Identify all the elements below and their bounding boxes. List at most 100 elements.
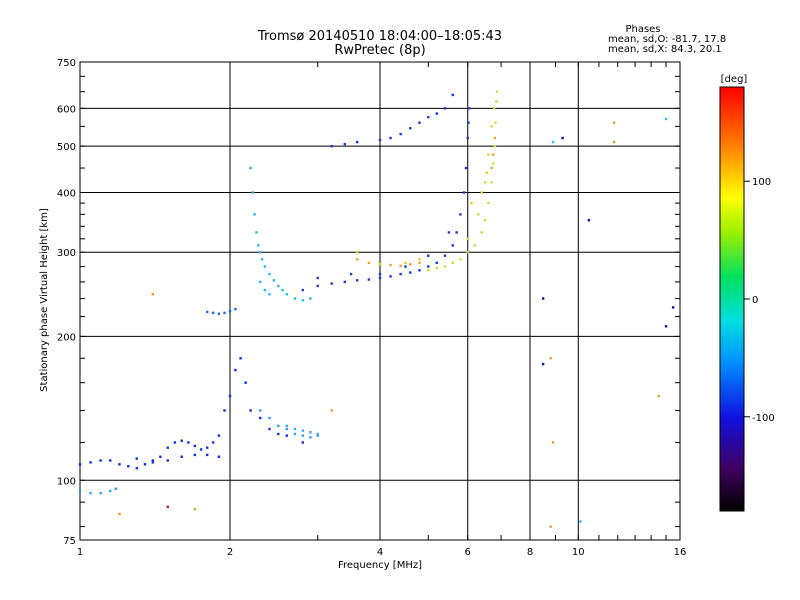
data-point bbox=[118, 463, 121, 466]
data-point bbox=[459, 213, 462, 216]
y-tick-label: 600 bbox=[57, 104, 76, 115]
y-tick-label: 200 bbox=[57, 332, 76, 343]
data-point bbox=[109, 459, 112, 462]
data-point bbox=[355, 251, 359, 254]
data-point bbox=[427, 254, 430, 257]
data-point bbox=[166, 446, 169, 449]
data-point bbox=[263, 288, 267, 292]
data-point bbox=[455, 231, 458, 234]
colorbar-ticks: 100 0 -100 bbox=[744, 177, 775, 424]
data-point bbox=[549, 525, 552, 528]
data-point bbox=[293, 432, 297, 436]
data-point bbox=[483, 219, 487, 222]
data-point bbox=[409, 127, 412, 130]
data-point bbox=[466, 136, 469, 140]
data-point bbox=[285, 427, 288, 431]
data-point bbox=[443, 254, 447, 257]
y-tick-label: 400 bbox=[57, 188, 76, 199]
phase-stats-x: mean, sd,X: 84.3, 20.1 bbox=[608, 44, 722, 55]
data-point bbox=[404, 261, 407, 265]
data-point bbox=[89, 491, 92, 495]
data-point bbox=[239, 357, 242, 360]
data-point bbox=[418, 261, 421, 265]
data-point bbox=[316, 284, 319, 288]
data-point bbox=[435, 112, 438, 115]
data-point bbox=[561, 136, 564, 140]
data-point bbox=[301, 299, 305, 302]
data-point bbox=[367, 278, 371, 281]
data-point bbox=[477, 213, 480, 216]
data-point bbox=[223, 409, 226, 412]
data-point bbox=[217, 312, 221, 315]
data-point bbox=[671, 306, 675, 309]
data-point bbox=[293, 427, 297, 431]
x-axis-label: Frequency [MHz] bbox=[338, 560, 422, 571]
data-point bbox=[378, 272, 382, 276]
data-point bbox=[127, 465, 130, 468]
data-point bbox=[389, 263, 392, 267]
data-point bbox=[343, 142, 347, 146]
data-point bbox=[495, 100, 498, 103]
data-point bbox=[151, 459, 155, 462]
data-point bbox=[464, 166, 468, 170]
colorbar-label: [deg] bbox=[721, 74, 748, 85]
data-point bbox=[466, 251, 469, 254]
data-point bbox=[316, 434, 319, 437]
data-point bbox=[259, 416, 262, 420]
data-point bbox=[99, 459, 102, 462]
y-tick-label: 300 bbox=[57, 248, 76, 259]
data-point bbox=[404, 265, 407, 268]
data-point bbox=[301, 288, 305, 292]
data-point bbox=[355, 279, 359, 282]
data-point bbox=[487, 201, 490, 205]
data-point bbox=[193, 507, 197, 511]
chart-title: Tromsø 20140510 18:04:00–18:05:43 bbox=[257, 29, 502, 44]
data-point bbox=[109, 489, 112, 493]
colorbar-tick-label: 0 bbox=[752, 295, 758, 306]
data-point bbox=[389, 136, 392, 140]
data-point bbox=[493, 144, 497, 148]
colorbar bbox=[719, 86, 745, 512]
data-point bbox=[435, 261, 438, 265]
data-point bbox=[389, 275, 392, 278]
data-point bbox=[234, 368, 237, 372]
chart-subtitle: RwPretec (8p) bbox=[334, 43, 425, 58]
data-point bbox=[268, 293, 271, 296]
data-point bbox=[309, 297, 312, 300]
data-point bbox=[173, 441, 177, 444]
data-point bbox=[268, 272, 271, 276]
data-point bbox=[490, 181, 493, 184]
data-point bbox=[664, 325, 668, 328]
data-point bbox=[330, 144, 333, 148]
data-point bbox=[330, 282, 333, 285]
data-point bbox=[255, 231, 258, 234]
data-point bbox=[78, 489, 82, 493]
data-point bbox=[234, 307, 237, 311]
data-point bbox=[355, 140, 359, 144]
data-point bbox=[114, 487, 118, 490]
colorbar-tick-label: -100 bbox=[752, 413, 775, 424]
data-point bbox=[151, 293, 155, 296]
data-point bbox=[257, 244, 260, 247]
data-point bbox=[260, 258, 264, 261]
data-point bbox=[418, 121, 421, 124]
data-point bbox=[99, 491, 102, 495]
data-point bbox=[285, 293, 288, 296]
data-point bbox=[492, 153, 495, 156]
data-point bbox=[259, 409, 262, 412]
data-point bbox=[249, 409, 252, 412]
data-point bbox=[343, 280, 347, 284]
data-point bbox=[495, 90, 499, 93]
data-point bbox=[399, 132, 402, 136]
data-point bbox=[309, 436, 312, 439]
data-point bbox=[451, 244, 455, 247]
x-tick-label: 10 bbox=[572, 547, 585, 558]
data-point bbox=[193, 453, 197, 457]
data-point bbox=[199, 448, 203, 451]
y-axis-label: Stationary phase Virtual Height [km] bbox=[39, 208, 50, 392]
data-point bbox=[409, 263, 412, 266]
data-point bbox=[487, 153, 490, 156]
x-tick-label: 4 bbox=[377, 547, 383, 558]
data-point bbox=[272, 279, 276, 282]
data-point bbox=[268, 416, 271, 420]
